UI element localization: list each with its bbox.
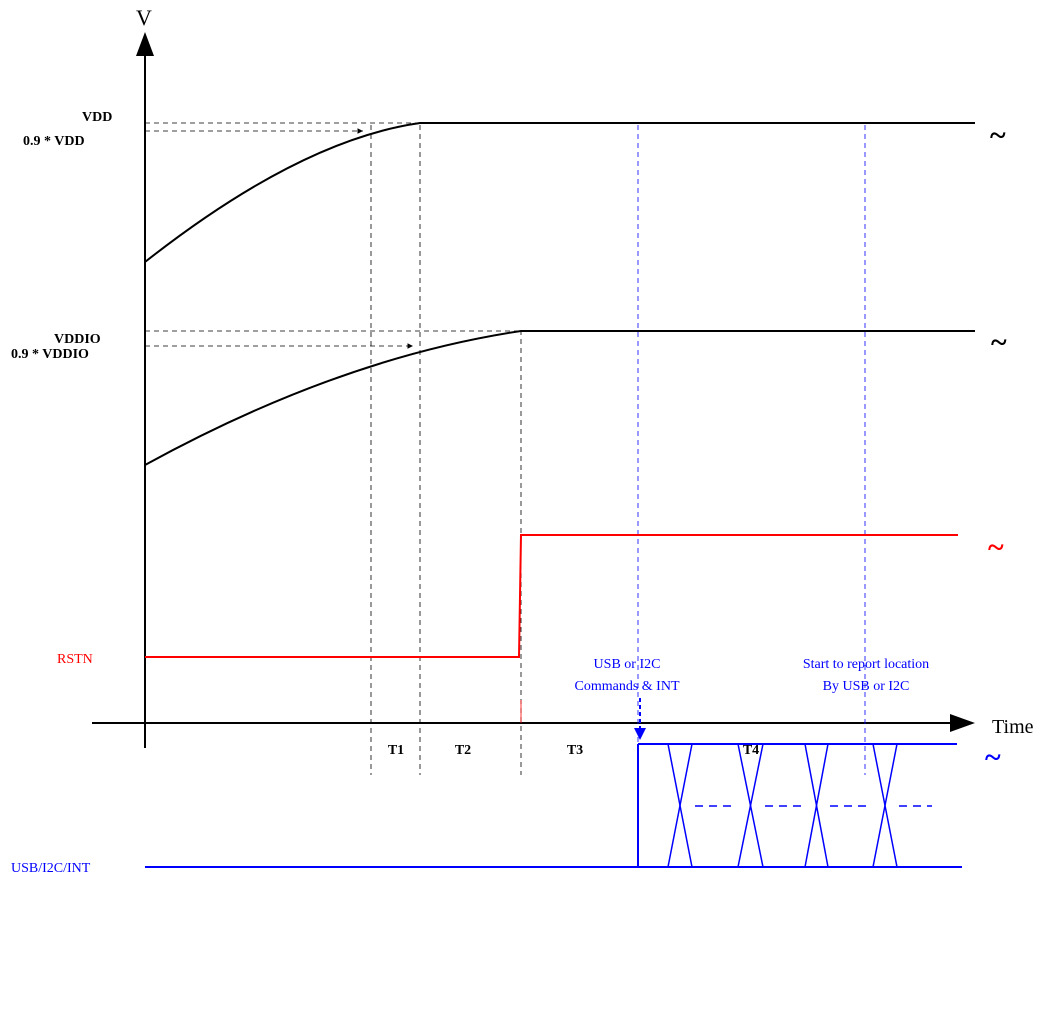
interval-t1: T1: [388, 743, 404, 758]
bus-label: USB/I2C/INT: [11, 861, 91, 876]
rstn-continuation-mark: ~: [988, 531, 1004, 564]
bus-waveform: USB/I2C/INT ~ USB or I2C Commands & INT …: [11, 657, 1001, 876]
data-transition-2: [737, 743, 764, 868]
time-markers: [370, 125, 866, 775]
rstn-waveform: RSTN ~: [57, 531, 1004, 667]
vddio-label: VDDIO: [54, 332, 101, 347]
interval-t2: T2: [455, 743, 471, 758]
x-axis-label: Time: [992, 716, 1034, 738]
commands-annotation-line1: USB or I2C: [594, 657, 661, 672]
y-axis-arrowhead: [136, 32, 154, 56]
commands-annotation-line2: Commands & INT: [575, 679, 680, 694]
report-annotation-line1: Start to report location: [803, 657, 929, 672]
vddio-90-label: 0.9 * VDDIO: [11, 347, 89, 362]
vdd-waveform: VDD 0.9 * VDD ~: [23, 110, 1006, 263]
y-axis-label: V: [136, 5, 152, 30]
data-transition-4: [872, 743, 898, 868]
vdd-90-label: 0.9 * VDD: [23, 134, 85, 149]
data-transition-1: [667, 743, 693, 868]
vdd-curve: [144, 122, 975, 263]
interval-labels: T1 T2 T3 T4: [388, 743, 759, 758]
rstn-line: [145, 534, 958, 658]
interval-t3: T3: [567, 743, 583, 758]
x-axis-arrowhead: [950, 714, 975, 732]
interval-t4: T4: [743, 743, 759, 758]
vddio-continuation-mark: ~: [991, 326, 1007, 359]
vdd-continuation-mark: ~: [990, 119, 1006, 152]
vddio-waveform: VDDIO 0.9 * VDDIO ~: [11, 326, 1007, 466]
vdd-label: VDD: [82, 110, 112, 125]
rstn-label: RSTN: [57, 652, 93, 667]
axes: V Time: [92, 5, 1034, 748]
data-transition-3: [804, 743, 829, 868]
bus-continuation-mark: ~: [985, 741, 1001, 774]
report-annotation-line2: By USB or I2C: [823, 679, 910, 694]
vddio-curve: [144, 330, 975, 466]
